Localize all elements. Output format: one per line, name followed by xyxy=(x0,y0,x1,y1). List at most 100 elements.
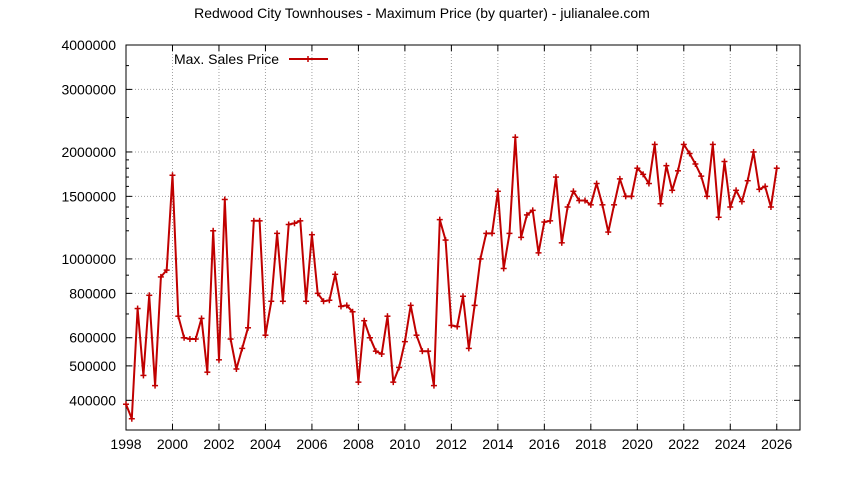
x-tick-label: 2014 xyxy=(482,436,513,452)
data-point xyxy=(268,298,275,305)
data-point xyxy=(471,302,478,309)
data-point xyxy=(738,198,745,205)
data-point xyxy=(494,188,501,195)
data-point xyxy=(611,201,618,208)
data-point xyxy=(303,298,310,305)
plot-frame xyxy=(125,44,801,431)
data-point xyxy=(169,172,176,179)
data-point xyxy=(698,173,705,180)
data-point xyxy=(483,230,490,237)
data-point xyxy=(163,267,170,274)
x-tick-label: 2008 xyxy=(343,436,374,452)
data-point xyxy=(727,203,734,210)
data-point xyxy=(384,313,391,320)
data-point xyxy=(134,305,141,312)
x-tick-label: 2026 xyxy=(761,436,792,452)
data-point xyxy=(674,167,681,174)
y-tick-label: 500000 xyxy=(69,358,116,374)
x-tick-label: 1998 xyxy=(110,436,141,452)
data-point xyxy=(489,230,496,237)
chart-title: Redwood City Townhouses - Maximum Price … xyxy=(194,5,650,21)
y-tick-label: 2000000 xyxy=(61,144,116,160)
data-point xyxy=(576,197,583,204)
y-tick-label: 1000000 xyxy=(61,251,116,267)
data-point xyxy=(291,220,298,227)
data-point xyxy=(256,217,263,224)
data-point xyxy=(407,302,414,309)
data-point xyxy=(762,183,769,190)
data-point xyxy=(448,322,455,329)
data-point xyxy=(767,203,774,210)
y-tick-label: 400000 xyxy=(69,392,116,408)
data-point xyxy=(390,379,397,386)
data-point xyxy=(454,323,461,330)
data-point xyxy=(535,249,542,256)
data-point xyxy=(337,303,344,310)
legend-label: Max. Sales Price xyxy=(174,51,279,67)
data-point xyxy=(547,217,554,224)
data-point xyxy=(518,234,525,241)
data-point xyxy=(332,271,339,278)
data-point xyxy=(343,302,350,309)
data-point xyxy=(140,372,147,379)
data-point xyxy=(123,401,129,408)
data-point xyxy=(628,193,635,200)
x-tick-label: 2018 xyxy=(575,436,606,452)
x-tick-label: 2020 xyxy=(622,436,653,452)
data-point xyxy=(582,197,589,204)
data-point xyxy=(663,162,670,169)
data-point xyxy=(564,203,571,210)
data-point xyxy=(634,165,641,172)
data-point xyxy=(721,158,728,165)
data-point xyxy=(692,160,699,167)
data-point xyxy=(349,308,356,315)
data-point xyxy=(425,348,432,355)
data-point xyxy=(401,338,408,345)
data-point xyxy=(640,171,647,178)
data-point xyxy=(192,336,199,343)
data-point xyxy=(558,239,565,246)
data-point xyxy=(512,134,519,141)
y-tick-label: 800000 xyxy=(69,285,116,301)
data-point xyxy=(210,227,217,234)
x-tick-label: 2012 xyxy=(436,436,467,452)
data-point xyxy=(355,379,362,386)
data-point xyxy=(436,216,443,223)
data-point xyxy=(605,229,612,236)
data-point xyxy=(616,175,623,182)
data-point xyxy=(704,193,711,200)
x-tick-label: 2002 xyxy=(203,436,234,452)
data-point xyxy=(523,211,530,218)
data-point xyxy=(413,332,420,339)
x-tick-label: 2006 xyxy=(296,436,327,452)
data-point xyxy=(157,273,164,280)
data-point xyxy=(651,141,658,148)
data-point xyxy=(715,214,722,221)
data-point xyxy=(419,348,426,355)
data-point xyxy=(529,207,536,214)
data-point xyxy=(645,180,652,187)
data-point xyxy=(308,231,315,238)
data-point xyxy=(326,297,333,304)
data-point xyxy=(128,415,135,422)
y-tick-label: 4000000 xyxy=(61,37,116,53)
data-point xyxy=(744,177,751,184)
grid xyxy=(125,44,800,430)
data-point xyxy=(396,364,403,371)
data-point xyxy=(152,382,159,389)
data-point xyxy=(570,188,577,195)
legend: Max. Sales Price xyxy=(174,51,328,67)
axes: 1998 2000 2002 2004 2006 2008 2010 2012 2014 2016… xyxy=(61,37,800,452)
data-point xyxy=(477,255,484,262)
x-tick-label: 2024 xyxy=(715,436,746,452)
data-point xyxy=(465,345,472,352)
data-point xyxy=(320,298,327,305)
data-point xyxy=(593,180,600,187)
data-point xyxy=(215,356,222,363)
data-point xyxy=(657,200,664,207)
data-point xyxy=(186,336,193,343)
x-tick-label: 2022 xyxy=(668,436,699,452)
data-point xyxy=(279,298,286,305)
data-point xyxy=(175,313,182,320)
